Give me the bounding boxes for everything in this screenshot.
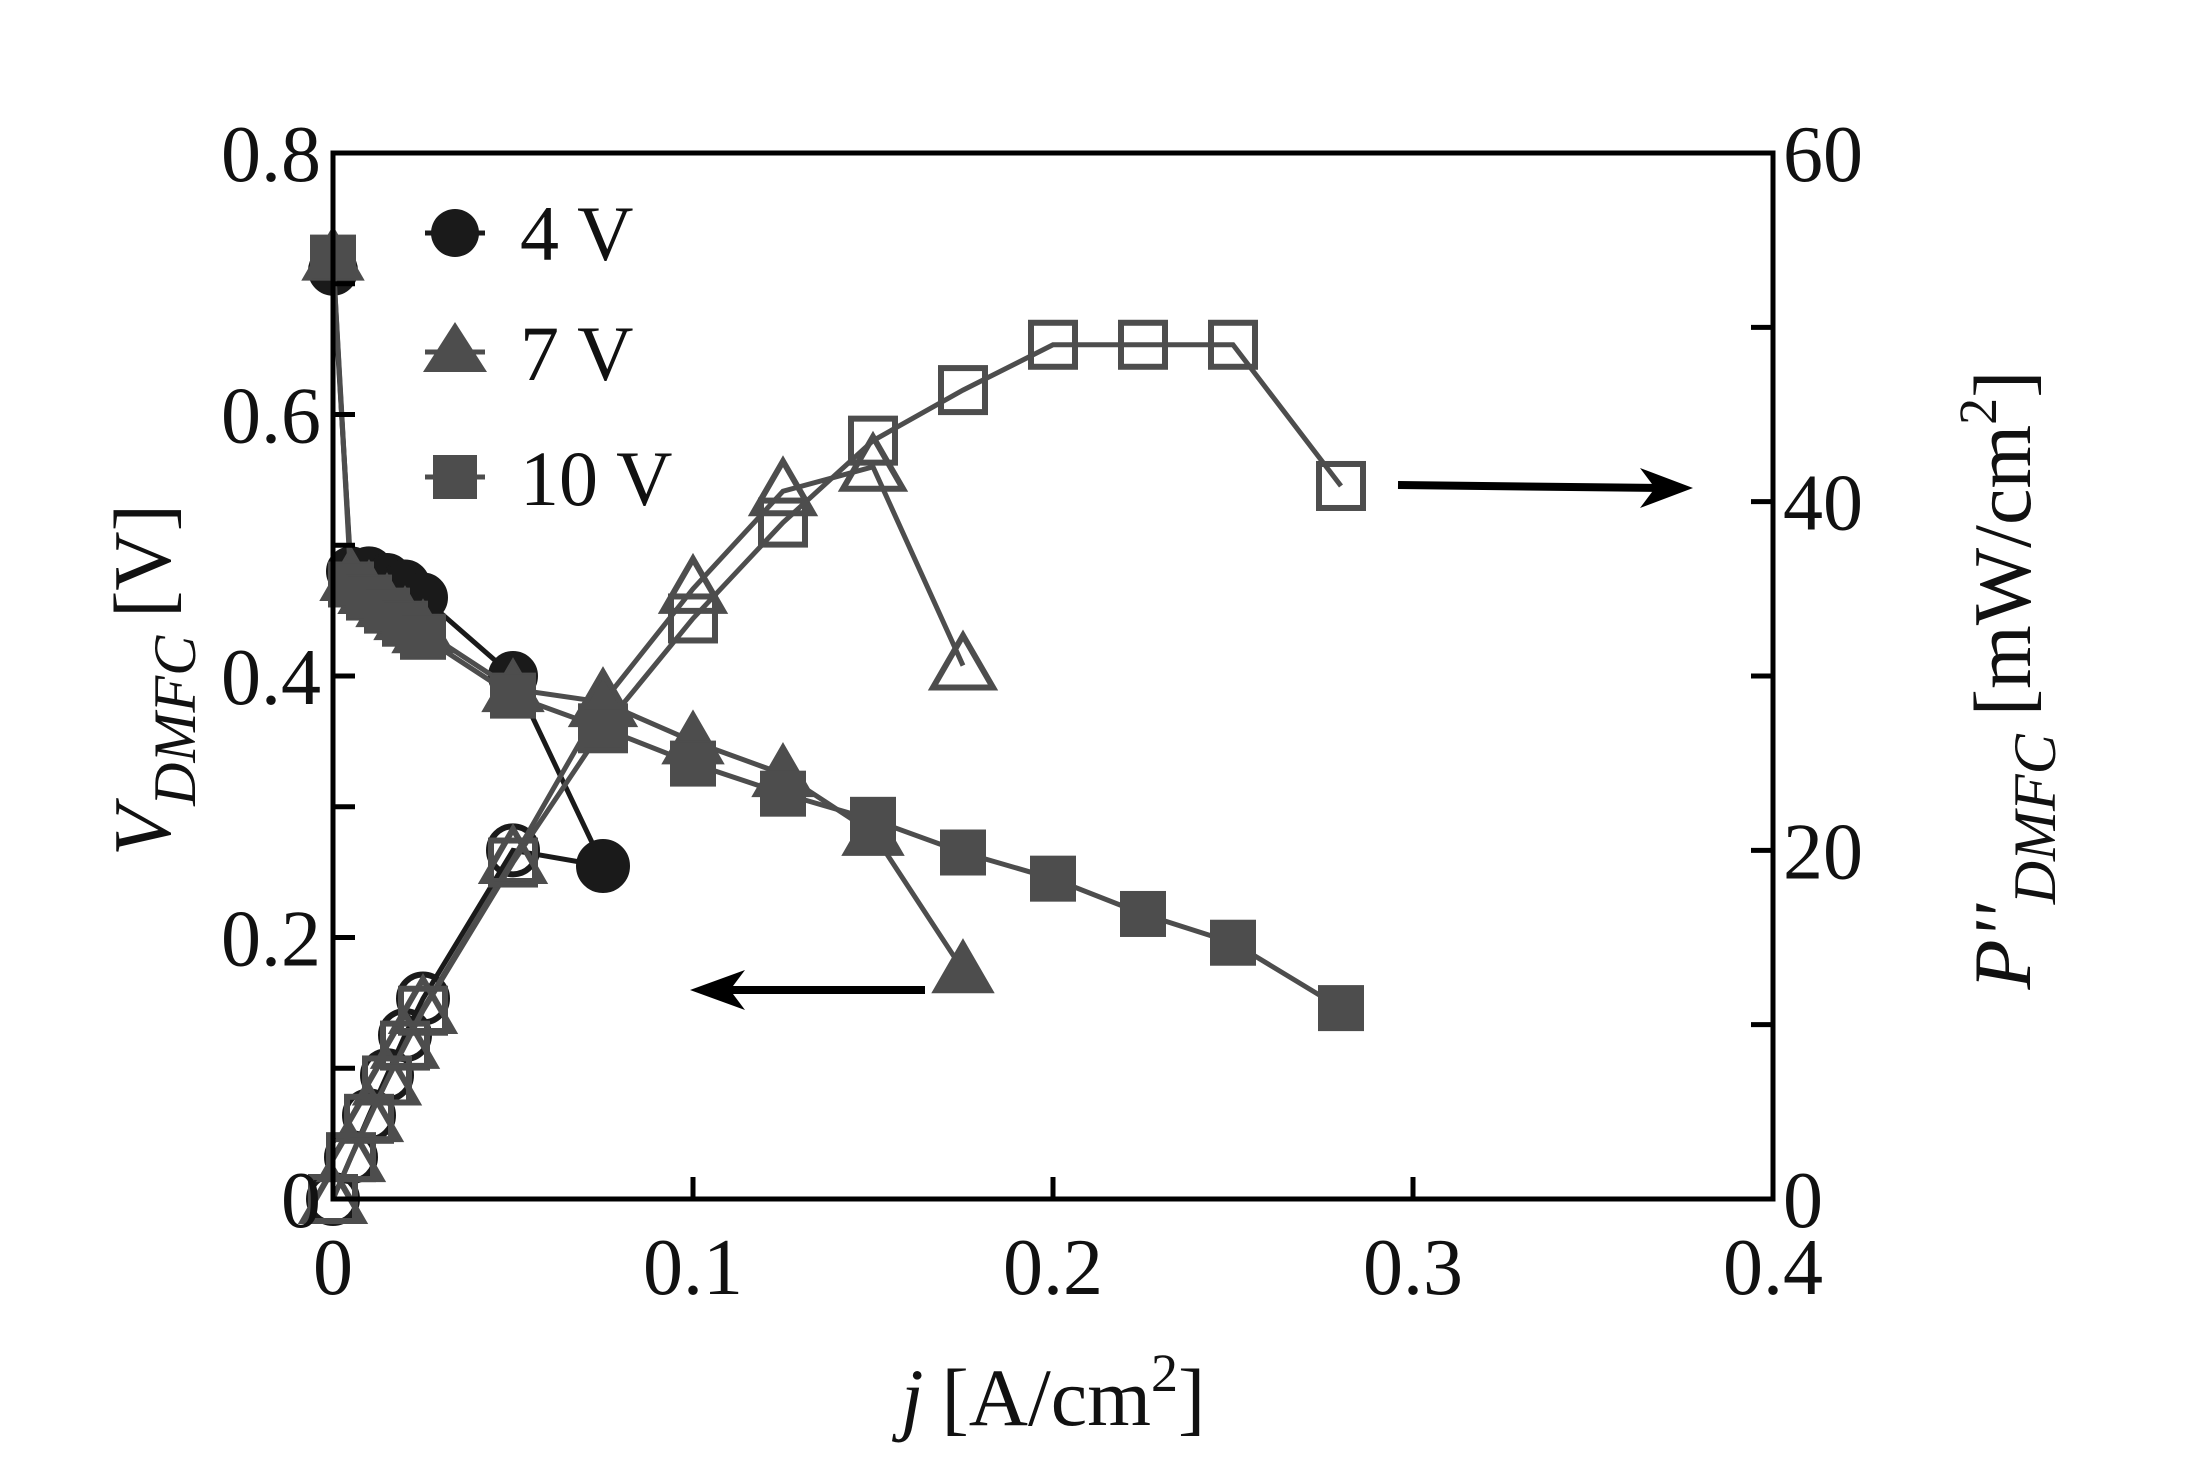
power-point (380, 1020, 430, 1071)
y-left-tick-label: 0.8 (221, 111, 321, 199)
voltage-point (931, 938, 995, 994)
power-point (362, 1055, 412, 1106)
y-right-tick-label: 60 (1783, 111, 1863, 199)
voltage-point (1120, 890, 1166, 937)
power-point (1118, 319, 1168, 370)
y-axis-left-label: VDMFC[V] (97, 504, 208, 856)
power-point (326, 1132, 376, 1183)
legend-entry-10v: 10 V (425, 435, 672, 522)
voltage-point (1210, 919, 1256, 966)
power-point (848, 415, 898, 466)
power-point (488, 837, 538, 888)
x-axis-label: j [A/cm2] (892, 1343, 1206, 1443)
x-tick-label: 0.1 (643, 1224, 743, 1312)
legend-label: 10 V (520, 435, 672, 522)
y-left-tick-label: 0 (281, 1157, 321, 1245)
series-10v (308, 234, 1366, 1224)
voltage-point (670, 740, 716, 787)
legend-label: 4 V (520, 190, 633, 277)
power-point (398, 985, 448, 1036)
voltage-point (760, 770, 806, 817)
legend-entry-7v: 7 V (423, 310, 633, 397)
circle-marker-icon (431, 209, 479, 257)
y-left-tick-label: 0.2 (221, 896, 321, 984)
power-line (330, 342, 1343, 1200)
plot-marks (297, 225, 1366, 1226)
power-point (758, 497, 808, 548)
voltage-point (490, 672, 536, 719)
arrow-right-annotation (1397, 468, 1693, 508)
voltage-point (1030, 855, 1076, 902)
power-point (576, 839, 630, 894)
legend-entry-4v: 4 V (425, 190, 633, 277)
power-point (578, 703, 628, 754)
y-left-tick-label: 0.4 (221, 634, 321, 722)
legend: 4 V 7 V 10 V (423, 190, 672, 522)
power-point (657, 552, 729, 614)
voltage-point (400, 613, 446, 660)
power-point (1316, 460, 1366, 511)
voltage-point (850, 796, 896, 843)
y-left-tick-label: 0.6 (221, 373, 321, 461)
y-right-tick-label: 0 (1783, 1157, 1823, 1245)
power-point (938, 365, 988, 416)
power-point (1208, 319, 1258, 370)
y-right-tick-label: 40 (1783, 460, 1863, 548)
legend-label: 7 V (520, 310, 633, 397)
voltage-point (1318, 985, 1364, 1032)
square-marker-icon (433, 455, 477, 499)
voltage-point (940, 829, 986, 876)
x-tick-label: 0.2 (1003, 1224, 1103, 1312)
power-point (344, 1093, 394, 1144)
y-right-tick-label: 20 (1783, 808, 1863, 896)
x-tick-label: 0.4 (1723, 1224, 1823, 1312)
triangle-marker-icon (423, 322, 487, 372)
power-point (747, 455, 819, 517)
power-point (1028, 319, 1078, 370)
arrow-left-annotation (690, 970, 925, 1010)
x-tick-label: 0.3 (1363, 1224, 1463, 1312)
x-tick-label: 0 (313, 1224, 353, 1312)
power-point (477, 823, 549, 885)
power-point (668, 593, 718, 644)
power-point (927, 629, 999, 691)
voltage-point (580, 705, 626, 752)
y-axis-right-label: P''DMFC[mW/cm2] (1948, 371, 2068, 991)
